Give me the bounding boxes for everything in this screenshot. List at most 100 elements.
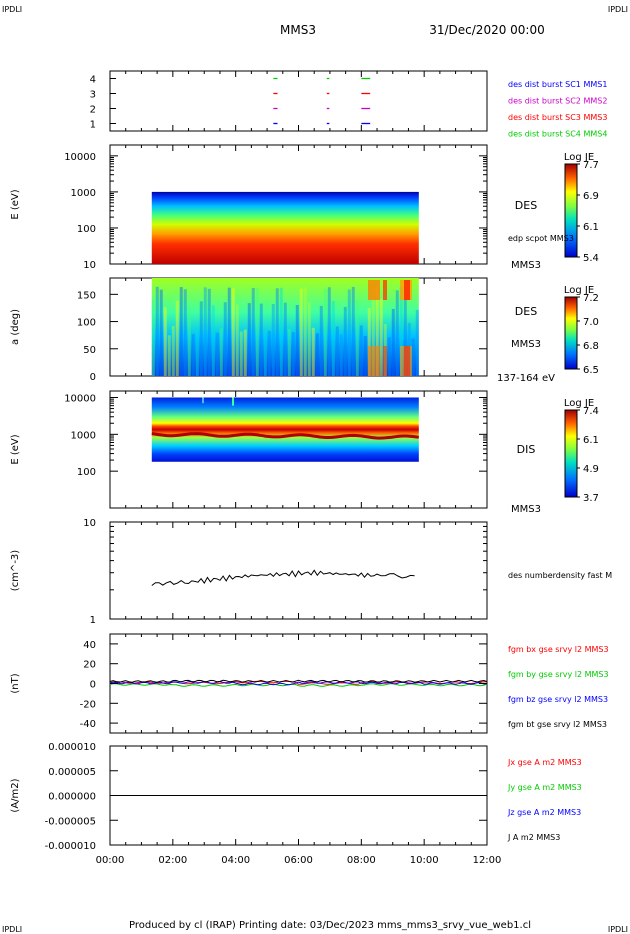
side-label: DIS: [517, 443, 536, 456]
colorbar-tick-2: 6.8: [583, 341, 599, 352]
pa-streak: [295, 304, 299, 376]
colorbar-tick-3: 3.7: [583, 493, 599, 504]
pa-streak: [159, 289, 163, 376]
pa-streak: [391, 308, 395, 376]
b-series-2: [109, 683, 488, 687]
legend-b-4: fgm bt gse srvy l2 MMS3: [508, 720, 607, 729]
pa-streak: [275, 288, 279, 376]
colorbar-tick-1: 6.9: [583, 191, 599, 202]
y-tick-label: -40: [80, 719, 96, 730]
corner-bl: IPDLI: [2, 925, 22, 934]
pa-streak: [231, 288, 235, 376]
pa-warm-streak: [368, 280, 380, 300]
legend-b-3: fgm bz gse srvy l2 MMS3: [508, 695, 608, 704]
legend-j-4: J A m2 MMS3: [507, 833, 560, 842]
pa-streak: [379, 299, 383, 376]
pa-streak: [199, 301, 203, 376]
side-label: DES: [515, 305, 537, 318]
side-label: MMS3: [511, 339, 541, 350]
colorbar-title-1: Log JE: [564, 152, 594, 163]
pa-streak: [287, 329, 291, 376]
pa-streak: [267, 330, 271, 376]
pa-streak: [151, 299, 155, 376]
y-tick-label: 1: [90, 120, 96, 131]
colorbar-tick-3: 4.9: [583, 464, 599, 475]
pa-streak: [395, 290, 399, 376]
colorbar-title-3: Log JE: [564, 398, 594, 409]
y-tick-label: 50: [83, 345, 96, 356]
pa-streak: [411, 338, 415, 376]
colorbar-tick-2: 7.2: [583, 293, 599, 304]
corner-tl: IPDLI: [2, 5, 22, 14]
pa-streak: [323, 289, 327, 376]
y-tick-label: 10000: [64, 152, 96, 163]
density-line: [151, 569, 415, 586]
y-axis-label: E (eV): [10, 434, 21, 464]
y-tick-label: 0: [90, 680, 96, 691]
y-tick-label: 10: [83, 260, 96, 271]
y-tick-label: 1000: [71, 430, 96, 441]
y-tick-label: 2: [90, 105, 96, 116]
pa-streak: [399, 286, 403, 376]
pa-streak: [263, 330, 267, 376]
y-axis-label: (cm^-3): [10, 550, 21, 591]
x-tick-label: 10:00: [410, 855, 439, 866]
legend-j-1: Jx gse A m2 MMS3: [507, 758, 582, 767]
pa-streak: [179, 287, 183, 376]
pa-streak: [211, 305, 215, 376]
colorbar-tick-1: 5.4: [583, 253, 599, 264]
pa-streak: [403, 298, 407, 376]
colorbar-2: [564, 296, 578, 370]
x-tick-label: 00:00: [96, 855, 125, 866]
pa-warm-streak: [383, 346, 387, 376]
pa-streak: [351, 286, 355, 376]
burst-legend-4: des dist burst SC4 MMS4: [508, 130, 607, 139]
corner-tr: IPDLI: [608, 5, 628, 14]
pa-streak: [363, 335, 367, 376]
pa-streak: [355, 300, 359, 376]
colorbar-tick-2: 7.0: [583, 317, 599, 328]
colorbar-1: [564, 163, 578, 258]
y-axis-label: (nT): [10, 673, 21, 693]
side-label: edp scpot MMS3: [508, 234, 574, 243]
y-tick-label: 1000: [71, 188, 96, 199]
y-tick-label: 0.000000: [48, 792, 96, 803]
dis-energy-spectrogram: [151, 397, 419, 462]
y-tick-label: 0.000010: [48, 742, 96, 753]
pa-streak: [343, 306, 347, 376]
y-tick-label: 100: [77, 467, 96, 478]
pa-streak: [335, 326, 339, 376]
y-tick-label: 40: [83, 640, 96, 651]
y-tick-label: 0: [90, 372, 96, 383]
burst-legend-1: des dist burst SC1 MMS1: [508, 80, 607, 89]
pa-streak: [191, 334, 195, 376]
y-tick-label: 20: [83, 660, 96, 671]
pa-streak: [387, 337, 391, 376]
pa-streak: [291, 332, 295, 376]
y-tick-label: 1: [90, 615, 96, 626]
y-tick-label: 100: [77, 224, 96, 235]
panel-frame-1: [109, 70, 488, 132]
pa-streak: [207, 288, 211, 376]
y-tick-label: 10: [83, 518, 96, 529]
pa-streak: [283, 302, 287, 376]
pa-streak: [251, 287, 255, 376]
pa-streak: [259, 303, 263, 376]
x-tick-label: 06:00: [284, 855, 313, 866]
y-tick-label: 100: [77, 318, 96, 329]
legend-j-2: Jy gse A m2 MMS3: [507, 783, 582, 792]
pa-streak: [215, 332, 219, 376]
colorbar-tick-1: 7.7: [583, 160, 599, 171]
y-tick-label: 3: [90, 90, 96, 101]
corner-br: IPDLI: [608, 925, 628, 934]
legend-b-2: fgm by gse srvy l2 MMS3: [508, 670, 609, 679]
legend-j-3: Jz gse A m2 MMS3: [507, 808, 581, 817]
date-title: 31/Dec/2020 00:00: [429, 23, 545, 37]
y-tick-label: 4: [90, 75, 96, 86]
pa-streak: [327, 287, 331, 376]
pa-streak: [195, 327, 199, 376]
colorbar-title-2: Log JE: [564, 285, 594, 296]
y-tick-label: -0.000005: [45, 816, 96, 827]
side-label: 137-164 eV: [497, 373, 555, 384]
